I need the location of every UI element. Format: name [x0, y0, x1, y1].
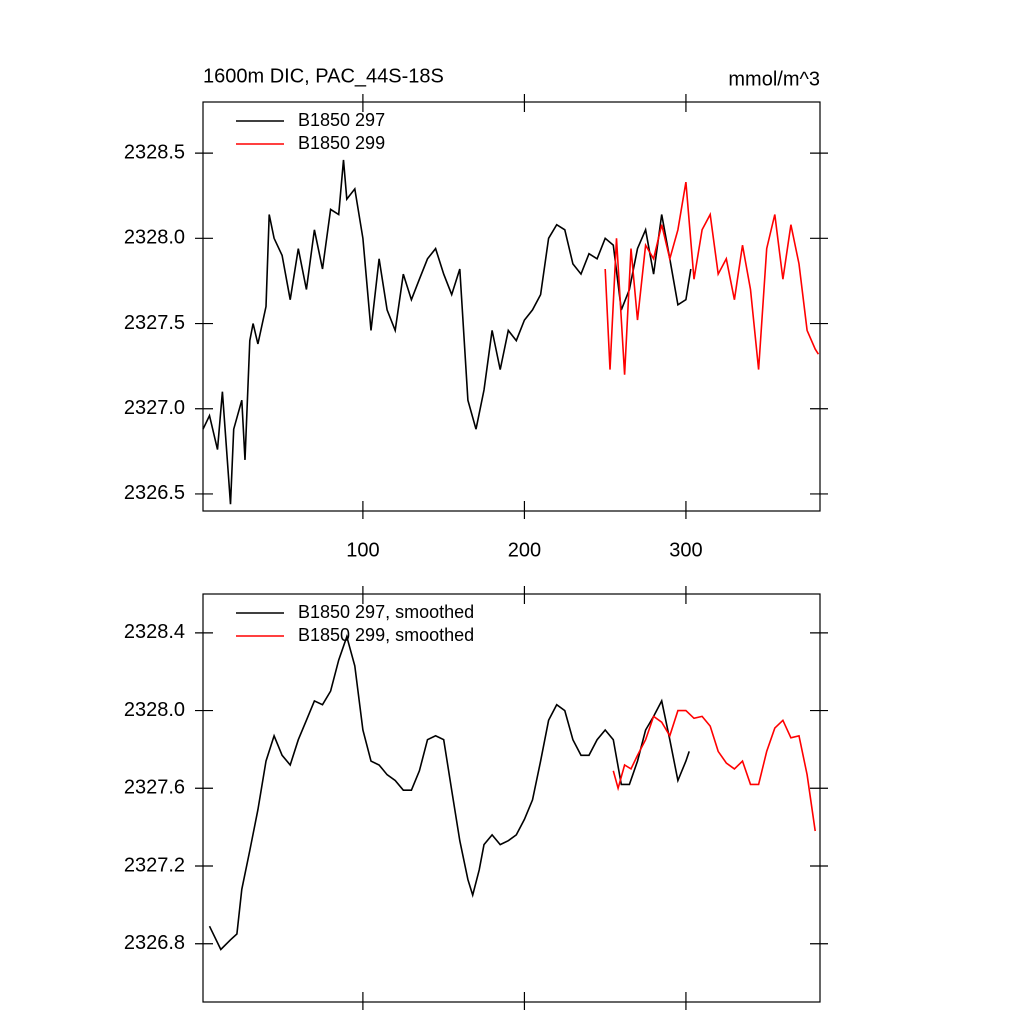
- data-line: [604, 181, 820, 375]
- legend-label: B1850 297, smoothed: [298, 602, 474, 622]
- legend-label: B1850 297: [298, 110, 385, 130]
- y-tick-label: 2328.5: [124, 141, 185, 163]
- plot-frame: [202, 593, 821, 1003]
- y-tick-label: 2328.0: [124, 227, 185, 249]
- y-tick-label: 2328.4: [124, 621, 185, 643]
- y-tick-label: 2327.2: [124, 854, 185, 876]
- units-label: mmol/m^3: [728, 68, 820, 90]
- x-tick-label: 300: [669, 539, 702, 561]
- data-line: [202, 159, 692, 505]
- data-line: [612, 709, 816, 832]
- y-tick-label: 2327.6: [124, 777, 185, 799]
- y-tick-label: 2326.8: [124, 932, 185, 954]
- y-tick-label: 2326.5: [124, 482, 185, 504]
- chart-title: 1600m DIC, PAC_44S-18S: [203, 65, 444, 87]
- legend-label: B1850 299, smoothed: [298, 625, 474, 645]
- legend-label: B1850 299: [298, 133, 385, 153]
- plot-frame: [202, 101, 821, 512]
- y-tick-label: 2328.0: [124, 699, 185, 721]
- y-tick-label: 2327.5: [124, 312, 185, 334]
- y-tick-label: 2327.0: [124, 397, 185, 419]
- x-tick-label: 100: [346, 539, 379, 561]
- x-tick-label: 200: [508, 539, 541, 561]
- data-line: [208, 633, 690, 951]
